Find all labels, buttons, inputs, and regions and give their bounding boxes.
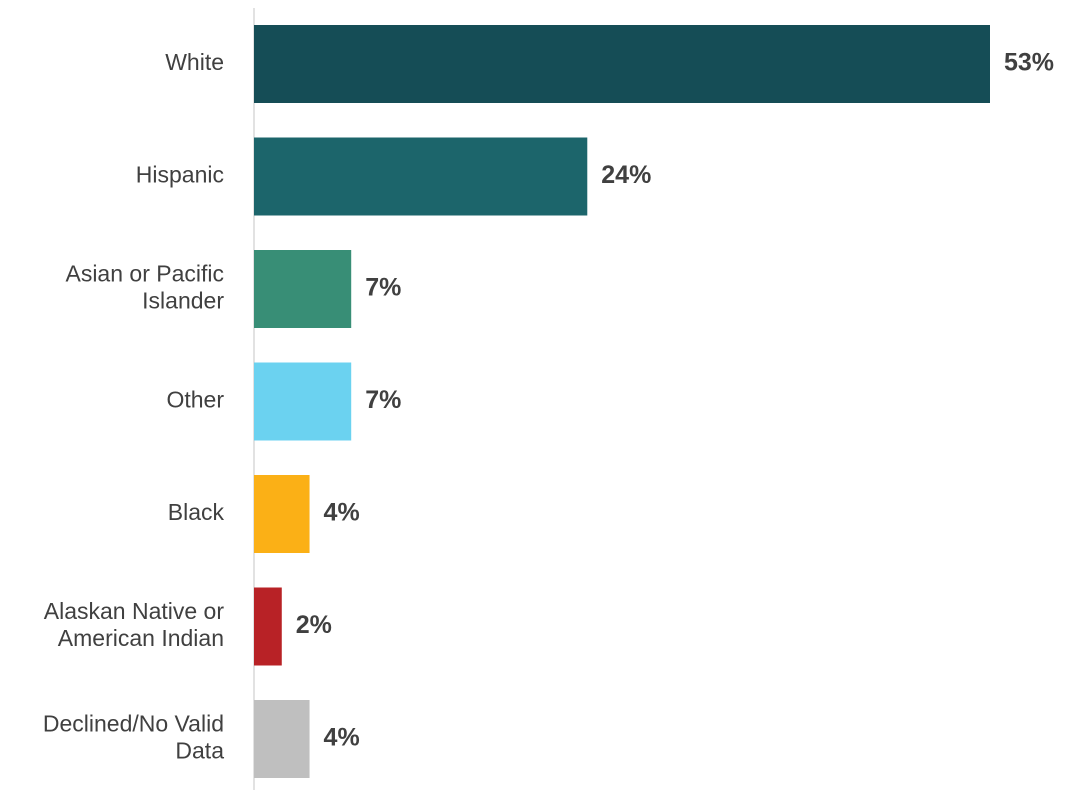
- category-label-alaskan-native-or-american-indian: Alaskan Native or American Indian: [44, 598, 225, 651]
- data-label-declined-no-valid-data: 4%: [324, 724, 360, 752]
- data-label-asian-or-pacific-islander: 7%: [365, 274, 401, 302]
- bar-other: [254, 362, 352, 441]
- data-label-white: 53%: [1004, 49, 1054, 77]
- bar-white: [254, 25, 990, 103]
- category-labels: White Hispanic Asian or Pacific Islander Oth…: [43, 49, 225, 764]
- data-label-hispanic: 24%: [601, 161, 651, 189]
- data-label-alaskan-native-or-american-indian: 2%: [296, 611, 332, 639]
- bar-hispanic: [254, 137, 588, 216]
- bar-black: [254, 475, 310, 553]
- category-label-white: White: [165, 49, 224, 75]
- bar-declined-no-valid-data: [254, 700, 310, 778]
- category-label-hispanic: Hispanic: [136, 162, 224, 188]
- data-label-other: 7%: [365, 386, 401, 414]
- bar-asian-or-pacific-islander: [254, 250, 352, 328]
- category-label-asian-or-pacific-islander: Asian or Pacific Islander: [65, 261, 224, 314]
- data-labels: 53% 24% 7% 7% 4% 2% 4%: [296, 49, 1054, 752]
- bar-series: [254, 25, 990, 778]
- bar-alaskan-native-or-american-indian: [254, 587, 282, 666]
- category-label-declined-no-valid-data: Declined/No Valid Data: [43, 711, 224, 764]
- category-label-other: Other: [166, 387, 224, 413]
- data-label-black: 4%: [324, 499, 360, 527]
- category-label-black: Black: [168, 499, 225, 525]
